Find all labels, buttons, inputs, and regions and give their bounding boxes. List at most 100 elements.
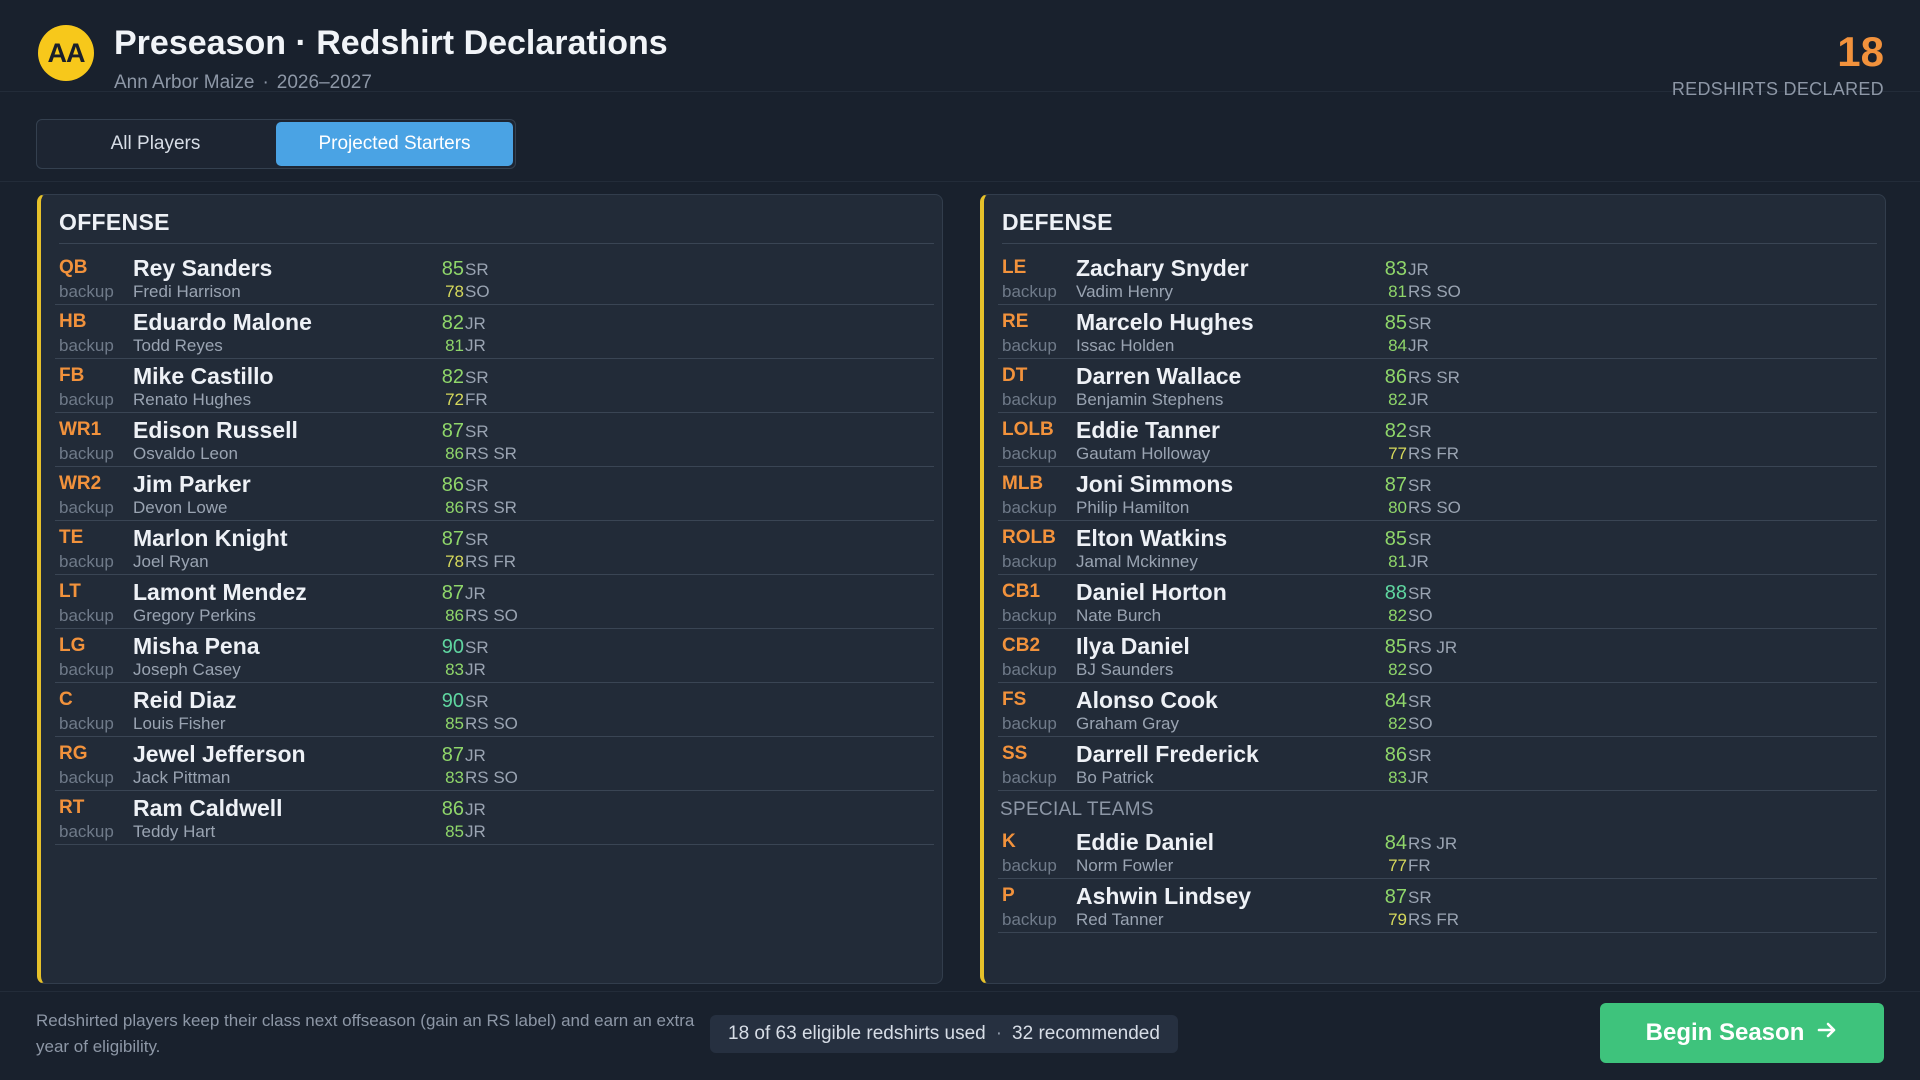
backup-label: backup (59, 336, 114, 355)
depth-row-mlb[interactable]: MLB Joni Simmons 87 SR backup Philip Hamilton… (998, 467, 1877, 521)
tab-projected-starters[interactable]: Projected Starters (276, 122, 513, 166)
starter-rating: 84 (1384, 832, 1407, 854)
divider (0, 181, 1920, 182)
depth-row-rg[interactable]: RG Jewel Jefferson 87 JR backup Jack Pittman 8… (55, 737, 934, 791)
backup-class: JR (1408, 390, 1429, 409)
starter-class: SR (1408, 888, 1432, 907)
backup-name: Joel Ryan (133, 552, 209, 571)
backup-name: Gautam Holloway (1076, 444, 1211, 463)
depth-row-wr2[interactable]: WR2 Jim Parker 86 SR backup Devon Lowe 86 RS SR (55, 467, 934, 521)
divider (59, 243, 934, 244)
starter-class: SR (465, 368, 489, 387)
position-label: LOLB (1002, 419, 1054, 440)
offense-list: QB Rey Sanders 85 SR backup Fredi Harrison 78 S… (55, 251, 934, 845)
depth-row-c[interactable]: C Reid Diaz 90 SR backup Louis Fisher 85 RS SO (55, 683, 934, 737)
starter-rating: 82 (1384, 420, 1407, 442)
begin-season-button[interactable]: Begin Season (1600, 1003, 1884, 1063)
starter-name: Zachary Snyder (1076, 255, 1249, 281)
position-label: C (59, 689, 73, 710)
starter-name: Marcelo Hughes (1076, 309, 1254, 335)
starter-name: Lamont Mendez (133, 579, 307, 605)
backup-name: Gregory Perkins (133, 606, 256, 625)
tab-all-players[interactable]: All Players (110, 133, 201, 154)
backup-rating: 78 (445, 552, 464, 571)
backup-name: Joseph Casey (133, 660, 241, 679)
depth-row-qb[interactable]: QB Rey Sanders 85 SR backup Fredi Harrison 78 S… (55, 251, 934, 305)
position-label: TE (59, 527, 84, 548)
view-tabs: All Players Projected Starters (36, 119, 516, 169)
depth-row-le[interactable]: LE Zachary Snyder 83 JR backup Vadim Henry 81 R… (998, 251, 1877, 305)
starter-class: SR (1408, 746, 1432, 765)
depth-row-fs[interactable]: FS Alonso Cook 84 SR backup Graham Gray 82 SO (998, 683, 1877, 737)
position-label: FS (1002, 689, 1027, 710)
depth-row-te[interactable]: TE Marlon Knight 87 SR backup Joel Ryan 78 RS F… (55, 521, 934, 575)
starter-class: RS JR (1408, 834, 1458, 853)
backup-name: Fredi Harrison (133, 282, 241, 301)
begin-season-label: Begin Season (1645, 1019, 1805, 1046)
starter-name: Edison Russell (133, 417, 298, 443)
depth-row-lolb[interactable]: LOLB Eddie Tanner 82 SR backup Gautam Hollowa… (998, 413, 1877, 467)
depth-row-fb[interactable]: FB Mike Castillo 82 SR backup Renato Hughes 72… (55, 359, 934, 413)
depth-row-p[interactable]: P Ashwin Lindsey 87 SR backup Red Tanner 79 RS … (998, 879, 1877, 933)
depth-row-cb2[interactable]: CB2 Ilya Daniel 85 RS JR backup BJ Saunders 82… (998, 629, 1877, 683)
position-label: SS (1002, 743, 1028, 764)
starter-name: Joni Simmons (1076, 471, 1234, 497)
starter-name: Eddie Tanner (1076, 417, 1220, 443)
depth-row-dt[interactable]: DT Darren Wallace 86 RS SR backup Benjamin St… (998, 359, 1877, 413)
backup-label: backup (1002, 768, 1057, 787)
starter-class: SR (1408, 476, 1432, 495)
backup-name: Teddy Hart (133, 822, 216, 841)
backup-rating: 84 (1388, 336, 1407, 355)
starter-rating: 85 (441, 258, 464, 280)
starter-class: SR (465, 530, 489, 549)
defense-panel: DEFENSE LE Zachary Snyder 83 JR backup Vadim … (980, 194, 1886, 984)
backup-name: Osvaldo Leon (133, 444, 238, 463)
backup-label: backup (59, 822, 114, 841)
starter-rating: 87 (441, 420, 464, 442)
depth-row-k[interactable]: K Eddie Daniel 84 RS JR backup Norm Fowler 77 F… (998, 825, 1877, 879)
position-label: HB (59, 311, 87, 332)
starter-name: Ilya Daniel (1076, 633, 1190, 659)
position-label: RG (59, 743, 88, 764)
backup-class: RS SR (465, 498, 517, 517)
starter-class: SR (1408, 314, 1432, 333)
starter-class: SR (1408, 584, 1432, 603)
backup-rating: 77 (1388, 856, 1407, 875)
starter-rating: 87 (1384, 474, 1407, 496)
starter-class: JR (465, 800, 486, 819)
backup-rating: 83 (445, 660, 464, 679)
backup-name: Vadim Henry (1076, 282, 1173, 301)
backup-rating: 79 (1388, 910, 1407, 929)
starter-rating: 87 (441, 582, 464, 604)
position-label: QB (59, 257, 88, 278)
depth-row-rolb[interactable]: ROLB Elton Watkins 85 SR backup Jamal Mckinne… (998, 521, 1877, 575)
backup-label: backup (1002, 714, 1057, 733)
starter-class: JR (465, 314, 486, 333)
backup-rating: 86 (445, 444, 464, 463)
position-label: FB (59, 365, 85, 386)
backup-label: backup (1002, 552, 1057, 571)
team-logo: AA (38, 25, 94, 81)
depth-row-rt[interactable]: RT Ram Caldwell 86 JR backup Teddy Hart 85 JR (55, 791, 934, 845)
backup-name: Red Tanner (1076, 910, 1164, 929)
depth-row-hb[interactable]: HB Eduardo Malone 82 JR backup Todd Reyes 81 JR (55, 305, 934, 359)
divider (1002, 243, 1877, 244)
position-label: P (1002, 885, 1015, 906)
depth-row-re[interactable]: RE Marcelo Hughes 85 SR backup Issac Holden 84… (998, 305, 1877, 359)
depth-row-ss[interactable]: SS Darrell Frederick 86 SR backup Bo Patrick 8… (998, 737, 1877, 791)
starter-rating: 86 (1384, 744, 1407, 766)
backup-name: Issac Holden (1076, 336, 1175, 355)
backup-label: backup (59, 552, 114, 571)
special-teams-title: SPECIAL TEAMS (1000, 799, 1154, 820)
depth-row-lt[interactable]: LT Lamont Mendez 87 JR backup Gregory Perkins… (55, 575, 934, 629)
backup-rating: 80 (1388, 498, 1407, 517)
redshirts-recommended: 32 recommended (1012, 1023, 1160, 1044)
starter-rating: 85 (1384, 312, 1407, 334)
depth-row-wr1[interactable]: WR1 Edison Russell 87 SR backup Osvaldo Leon 8… (55, 413, 934, 467)
starter-class: RS SR (1408, 368, 1460, 387)
depth-row-cb1[interactable]: CB1 Daniel Horton 88 SR backup Nate Burch 82 SO (998, 575, 1877, 629)
backup-name: Renato Hughes (133, 390, 252, 409)
depth-row-lg[interactable]: LG Misha Pena 90 SR backup Joseph Casey 83 JR (55, 629, 934, 683)
starter-rating: 87 (1384, 886, 1407, 908)
page-subtitle: Ann Arbor Maize · 2026–2027 (114, 72, 372, 94)
